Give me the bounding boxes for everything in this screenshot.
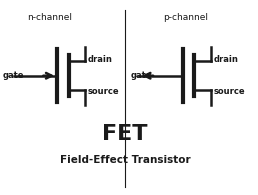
Text: gate: gate xyxy=(130,71,152,80)
Text: drain: drain xyxy=(214,56,239,65)
Text: source: source xyxy=(214,87,245,96)
Text: drain: drain xyxy=(88,56,113,65)
Text: p-channel: p-channel xyxy=(163,13,208,22)
Text: FET: FET xyxy=(102,124,148,144)
Text: source: source xyxy=(88,87,119,96)
Text: Field-Effect Transistor: Field-Effect Transistor xyxy=(60,155,190,165)
Text: gate: gate xyxy=(3,71,24,80)
Text: n-channel: n-channel xyxy=(27,13,72,22)
